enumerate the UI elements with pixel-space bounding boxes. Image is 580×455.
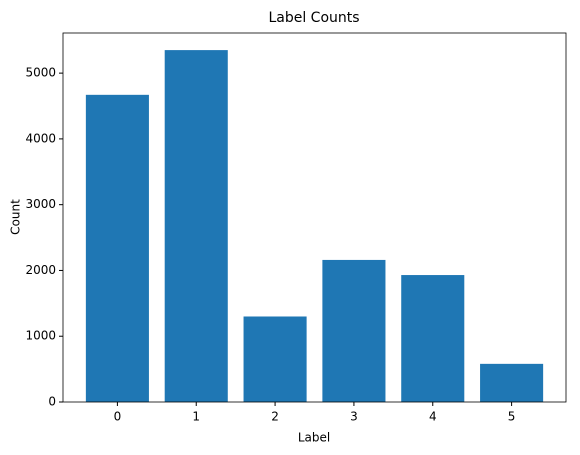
bar: [480, 363, 544, 402]
y-tick-label: 0: [48, 395, 56, 409]
x-axis-label: Label: [298, 431, 330, 445]
bar: [322, 259, 386, 402]
chart-title: Label Counts: [268, 10, 359, 26]
x-tick-label: 0: [114, 410, 122, 424]
x-tick-label: 1: [192, 410, 200, 424]
bar: [401, 275, 465, 402]
bar: [85, 94, 149, 402]
x-tick-label: 3: [350, 410, 358, 424]
x-tick-label: 4: [429, 410, 437, 424]
plot-frame: [62, 32, 567, 403]
y-tick-label: 3000: [25, 197, 56, 211]
y-tick-label: 2000: [25, 263, 56, 277]
y-axis-label: Count: [9, 199, 23, 235]
y-tick-label: 5000: [25, 66, 56, 80]
y-tick-label: 1000: [25, 329, 56, 343]
x-tick-label: 5: [508, 410, 516, 424]
y-tick-label: 4000: [25, 131, 56, 145]
bar: [164, 50, 228, 403]
x-tick-label: 2: [271, 410, 279, 424]
bar: [243, 316, 307, 402]
